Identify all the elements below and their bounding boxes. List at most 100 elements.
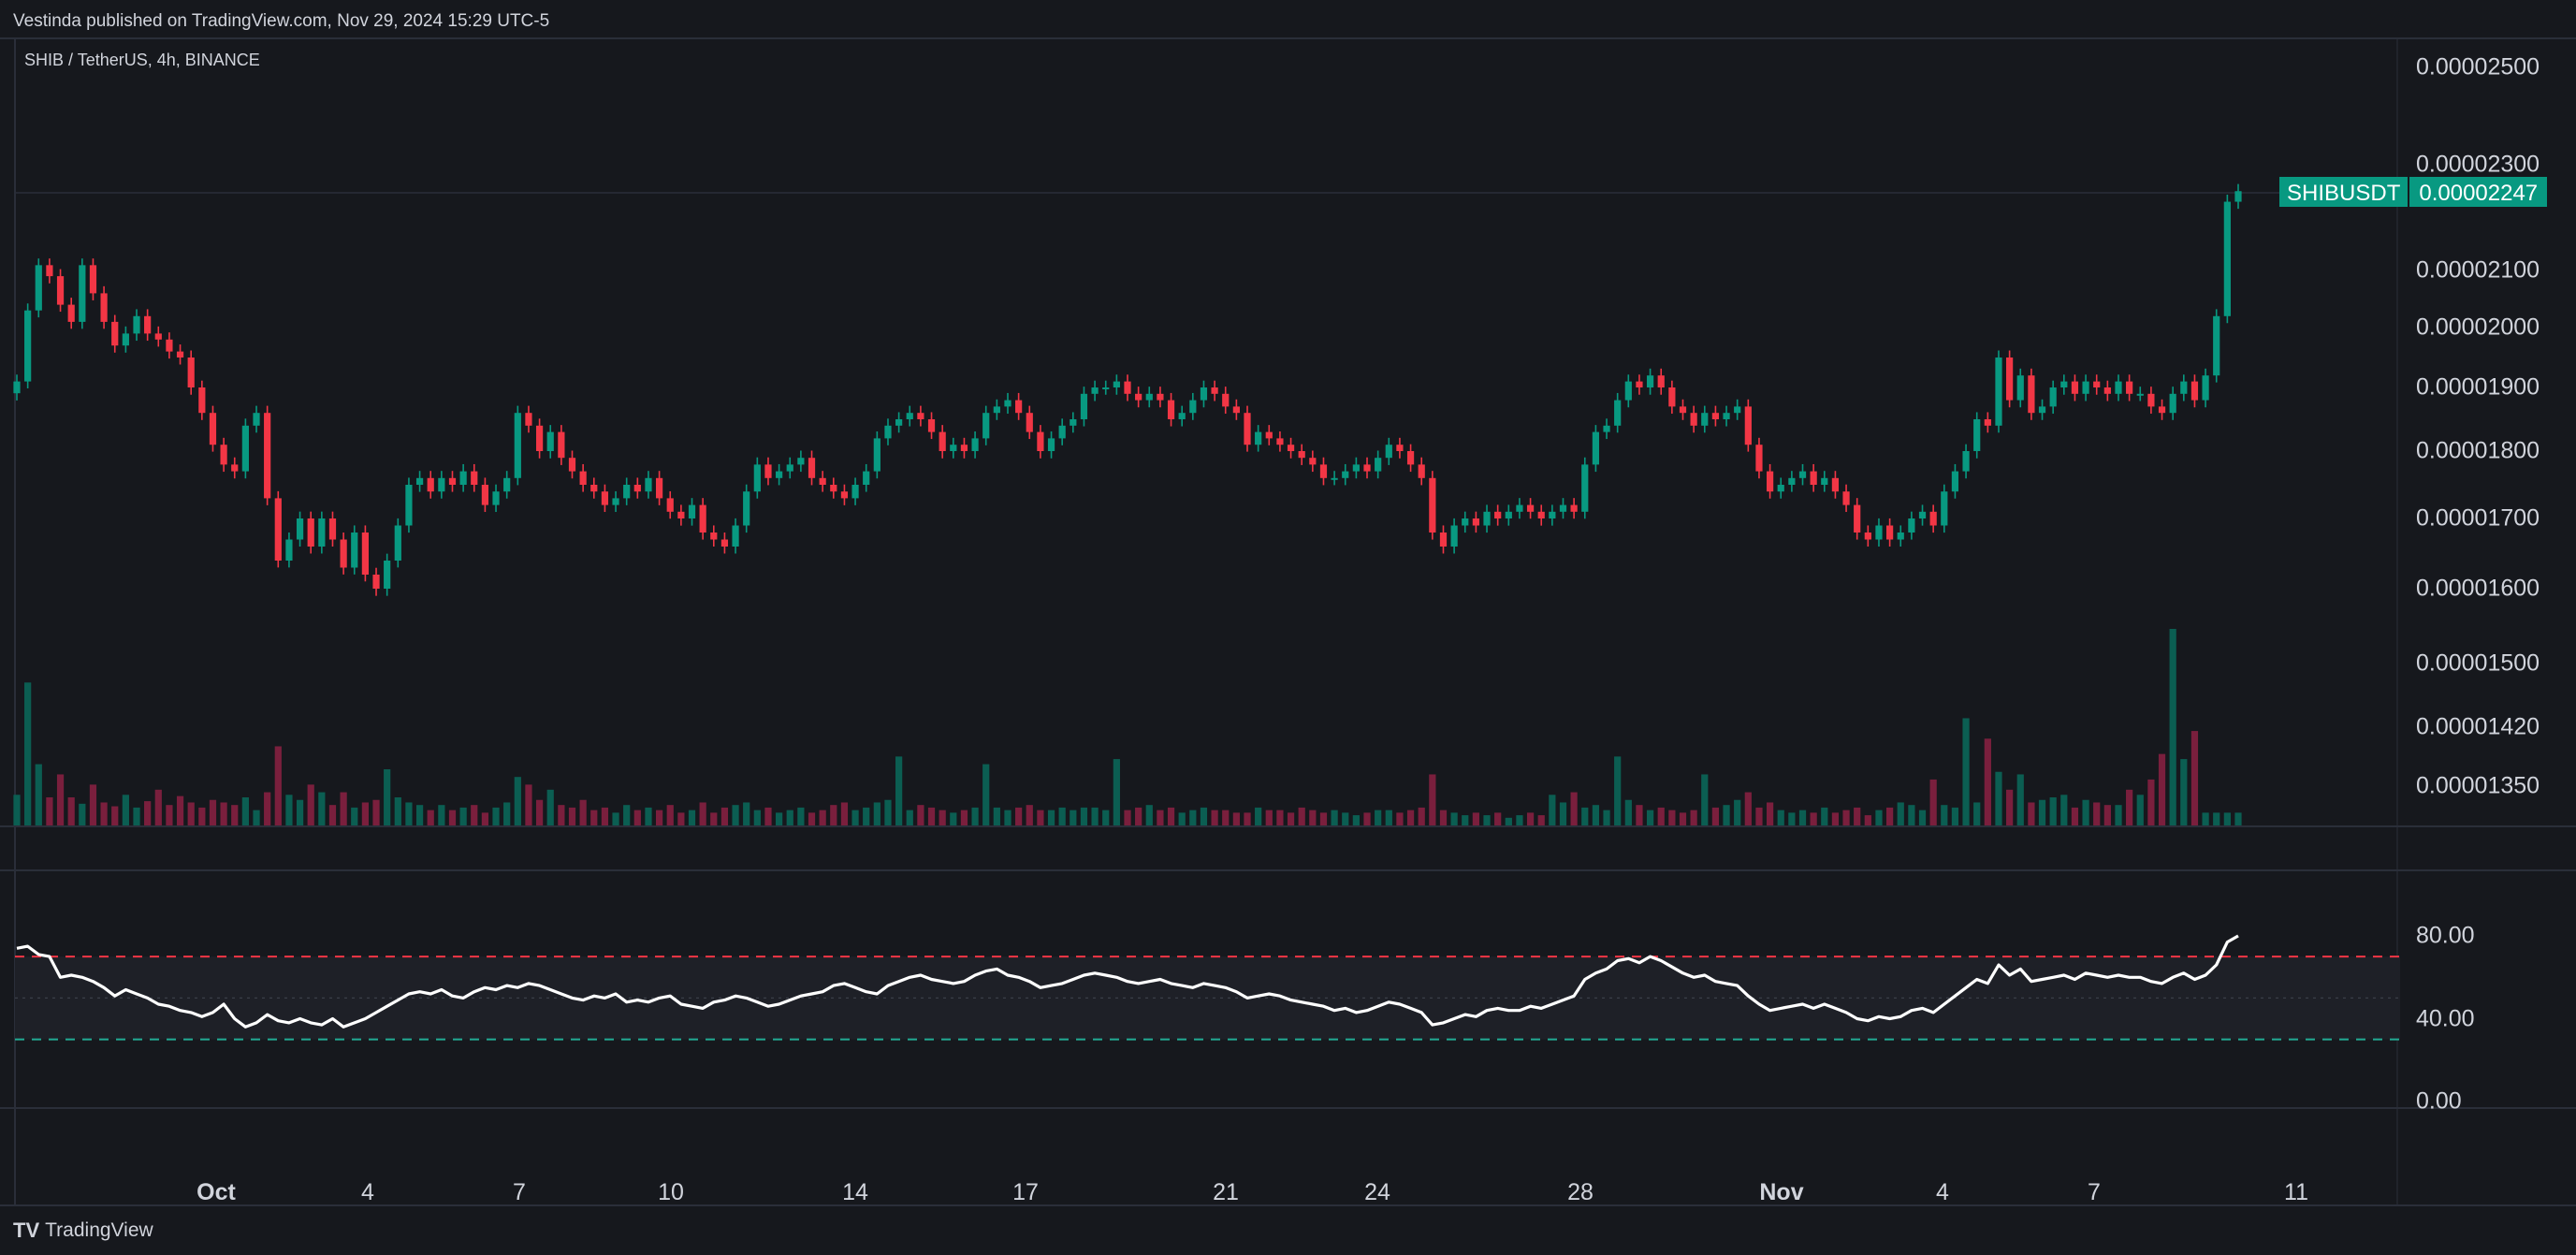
price-axis-label: 0.00002500 bbox=[2416, 53, 2540, 80]
volume-bar bbox=[1222, 810, 1230, 825]
volume-bar bbox=[241, 797, 249, 825]
volume-bar bbox=[459, 807, 467, 825]
volume-bar bbox=[819, 810, 826, 825]
volume-bar bbox=[24, 682, 32, 825]
volume-bar bbox=[67, 797, 75, 825]
candle-body bbox=[1951, 471, 1959, 492]
volume-bar bbox=[514, 777, 521, 825]
candle-body bbox=[993, 406, 1000, 414]
volume-bar bbox=[895, 756, 903, 825]
volume-bar bbox=[1494, 812, 1502, 825]
volume-bar bbox=[111, 806, 119, 825]
volume-bar bbox=[285, 795, 293, 825]
candle-body bbox=[1854, 504, 1861, 533]
candle-body bbox=[351, 533, 358, 568]
candle-body bbox=[1788, 477, 1796, 485]
candle-body bbox=[2180, 381, 2188, 394]
candle-body bbox=[438, 477, 445, 492]
candle-body bbox=[1309, 458, 1317, 465]
time-axis-label: 21 bbox=[1213, 1179, 1239, 1205]
volume-bar bbox=[1309, 810, 1317, 825]
volume-bar bbox=[1668, 810, 1676, 825]
candle-body bbox=[1984, 419, 1991, 426]
volume-bar bbox=[906, 810, 913, 825]
price-axis-label: 0.00001600 bbox=[2416, 575, 2540, 602]
volume-bar bbox=[1962, 718, 1970, 825]
candle-body bbox=[2202, 375, 2209, 401]
candle-body bbox=[2049, 387, 2057, 407]
volume-bar bbox=[2115, 805, 2122, 825]
volume-bar bbox=[1614, 756, 1622, 825]
rsi-line bbox=[16, 934, 2239, 1029]
candle-body bbox=[819, 477, 826, 485]
volume-bar bbox=[296, 799, 304, 825]
candle-body bbox=[633, 485, 641, 492]
volume-bar bbox=[1537, 815, 1545, 825]
volume-bar bbox=[1908, 805, 1915, 825]
volume-bar bbox=[1145, 805, 1153, 825]
candle-body bbox=[982, 413, 990, 439]
candle-body bbox=[525, 413, 532, 426]
volume-bar bbox=[1232, 812, 1240, 825]
candle-body bbox=[1875, 525, 1883, 540]
volume-bar bbox=[448, 810, 457, 825]
candle-body bbox=[2115, 381, 2122, 394]
candle-body bbox=[1995, 358, 2002, 426]
candle-body bbox=[558, 431, 565, 459]
candle-body bbox=[666, 498, 674, 512]
volume-bar bbox=[1265, 810, 1273, 825]
candle-body bbox=[481, 485, 489, 505]
candle-body bbox=[851, 485, 859, 499]
volume-bar bbox=[2016, 774, 2024, 825]
time-axis-label: 7 bbox=[2088, 1179, 2101, 1205]
volume-bar bbox=[1636, 805, 1643, 825]
candle-body bbox=[1429, 477, 1436, 533]
candle-body bbox=[1450, 525, 1458, 547]
volume-bar bbox=[1798, 810, 1807, 825]
published-text: Vestinda published on TradingView.com, N… bbox=[13, 11, 550, 31]
volume-bar bbox=[808, 812, 816, 825]
volume-bar bbox=[982, 764, 990, 825]
candle-body bbox=[808, 458, 816, 478]
candle-body bbox=[1135, 393, 1142, 401]
volume-bar bbox=[2028, 802, 2035, 825]
volume-bar bbox=[623, 805, 631, 825]
volume-bar bbox=[1429, 774, 1436, 825]
candle-body bbox=[1929, 511, 1937, 526]
candle-body bbox=[1973, 419, 1981, 451]
candle-body bbox=[743, 491, 750, 526]
candle-body bbox=[471, 471, 478, 485]
volume-bar bbox=[1549, 795, 1556, 825]
candle-body bbox=[797, 458, 805, 465]
volume-bar bbox=[361, 802, 369, 825]
candle-body bbox=[448, 477, 457, 485]
volume-bar bbox=[558, 805, 565, 825]
volume-bar bbox=[1026, 805, 1033, 825]
price-axis-label: 0.00001800 bbox=[2416, 437, 2540, 464]
volume-bar bbox=[1526, 812, 1535, 825]
candle-body bbox=[1080, 393, 1088, 419]
candle-body bbox=[776, 471, 783, 478]
candle-body bbox=[568, 458, 576, 472]
candle-body bbox=[285, 539, 293, 561]
volume-bar bbox=[187, 802, 195, 825]
candle-body bbox=[274, 498, 282, 561]
candle-body bbox=[122, 333, 129, 346]
candle-body bbox=[764, 464, 772, 478]
price-axis-label: 0.00001500 bbox=[2416, 649, 2540, 677]
tradingview-footer[interactable]: TV TradingView bbox=[13, 1219, 153, 1243]
volume-bar bbox=[133, 807, 140, 825]
candle-body bbox=[906, 413, 913, 419]
candle-body bbox=[328, 518, 337, 540]
candle-body bbox=[720, 539, 729, 547]
volume-bar bbox=[601, 807, 609, 825]
candle-body bbox=[2028, 375, 2035, 414]
volume-bar bbox=[2147, 779, 2155, 825]
volume-bar bbox=[1406, 810, 1415, 825]
candle-body bbox=[1494, 511, 1502, 518]
candle-body bbox=[830, 485, 837, 492]
candle-body bbox=[1537, 511, 1545, 518]
volume-bar bbox=[1385, 810, 1392, 825]
candle-body bbox=[187, 358, 195, 387]
